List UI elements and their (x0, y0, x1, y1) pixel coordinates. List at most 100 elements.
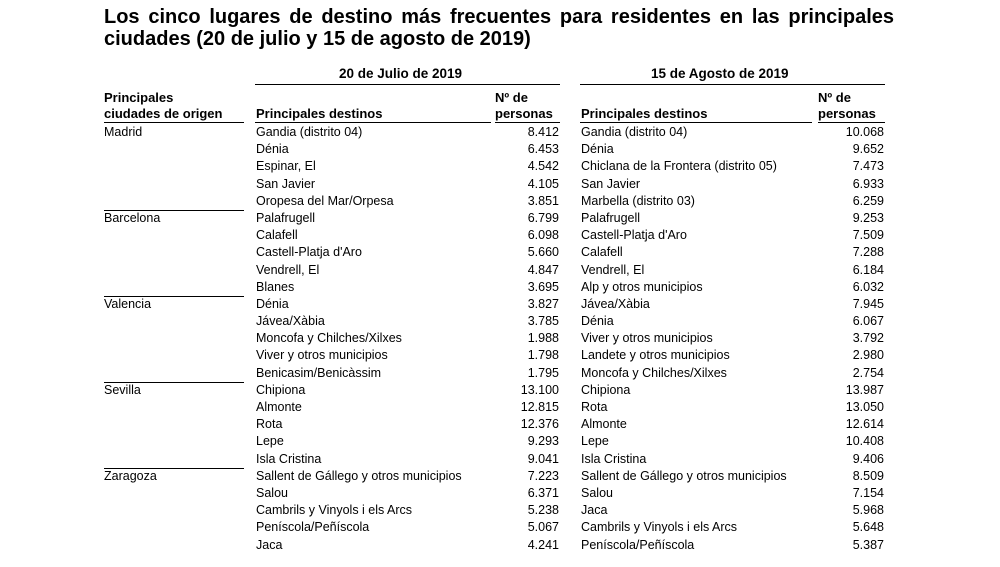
num-header-rule-july (495, 122, 560, 123)
table-row: Jávea/Xàbia 3.785 Dénia 6.067 (0, 313, 1000, 330)
table-row: Castell-Platja d'Aro 5.660 Calafell 7.288 (0, 244, 1000, 261)
table-row: Vendrell, El 4.847 Vendrell, El 6.184 (0, 262, 1000, 279)
destination-july: Calafell (256, 228, 298, 243)
persons-july: 3.695 (527, 279, 559, 294)
destination-july: Lepe (256, 434, 284, 449)
dest-header-rule-july (255, 122, 491, 123)
destination-july: Peníscola/Peñíscola (256, 520, 370, 535)
destination-july: Moncofa y Chilches/Xilxes (256, 331, 402, 346)
persons-july: 6.453 (527, 142, 559, 157)
destination-august: Marbella (distrito 03) (581, 193, 695, 208)
destination-august: Landete y otros municipios (581, 348, 730, 363)
persons-august: 3.792 (852, 331, 884, 346)
destination-july: San Javier (256, 176, 316, 191)
persons-july: 8.412 (527, 125, 559, 139)
persons-august: 6.259 (852, 193, 884, 208)
destination-july: Jávea/Xàbia (256, 314, 325, 329)
table-row: San Javier 4.105 San Javier 6.933 (0, 176, 1000, 193)
destination-august: Dénia (581, 142, 614, 157)
persons-july: 4.241 (527, 537, 559, 552)
persons-july: 1.798 (527, 348, 559, 363)
persons-july: 13.100 (520, 382, 559, 397)
destination-august: Chipiona (581, 382, 631, 397)
num-header-rule-august (818, 122, 885, 123)
destination-august: Jaca (581, 503, 608, 518)
origin-city: Valencia (104, 296, 152, 311)
persons-july: 4.847 (527, 262, 559, 277)
persons-july: 12.376 (520, 417, 559, 432)
table-row: Oropesa del Mar/Orpesa 3.851 Marbella (dis… (0, 193, 1000, 210)
origin-city: Zaragoza (104, 468, 157, 483)
table-row: Moncofa y Chilches/Xilxes 1.988 Viver y ot… (0, 330, 1000, 347)
table-row: Cambrils y Vinyols i els Arcs 5.238 Jaca 5.… (0, 502, 1000, 519)
persons-august: 9.652 (852, 142, 884, 157)
persons-august: 6.933 (852, 176, 884, 191)
persons-july: 12.815 (520, 400, 559, 414)
date-rule-august (580, 84, 885, 85)
destination-august: Jávea/Xàbia (581, 296, 650, 311)
destination-july: Sallent de Gállego y otros municipios (256, 468, 462, 483)
destination-july: Jaca (256, 537, 283, 552)
destination-july: Salou (256, 485, 288, 500)
origin-header-rule (104, 122, 244, 123)
table-row: Calafell 6.098 Castell-Platja d'Aro 7.509 (0, 227, 1000, 244)
persons-august: 13.987 (845, 382, 884, 397)
persons-august: 2.980 (852, 348, 884, 363)
persons-july: 9.293 (527, 434, 559, 449)
destination-july: Vendrell, El (256, 262, 320, 277)
num-header-july-line1: Nº de (495, 90, 528, 105)
persons-july: 5.067 (527, 520, 559, 535)
persons-july: 1.988 (527, 331, 559, 346)
persons-july: 4.542 (527, 159, 559, 174)
table-row: Zaragoza Sallent de Gállego y otros munic… (0, 467, 1000, 485)
date-rule-july (255, 84, 560, 85)
persons-july: 3.827 (527, 296, 559, 311)
destination-august: Castell-Platja d'Aro (581, 228, 687, 243)
destinations-table: Madrid Gandia (distrito 04) 8.412 Gandia (d… (0, 124, 1000, 554)
persons-august: 5.648 (852, 520, 884, 535)
dest-header-july: Principales destinos (256, 106, 383, 121)
persons-august: 7.509 (852, 228, 884, 243)
destination-august: Palafrugell (581, 210, 641, 225)
persons-july: 6.098 (527, 228, 559, 243)
destination-july: Viver y otros municipios (256, 348, 388, 363)
persons-august: 10.068 (845, 125, 884, 139)
persons-august: 13.050 (845, 400, 884, 414)
num-header-july: Nº de personas (495, 90, 553, 122)
origin-header-line2: ciudades de origen (104, 106, 223, 121)
date-header-july: 20 de Julio de 2019 (339, 66, 463, 81)
destination-july: Almonte (256, 400, 302, 414)
destination-august: Chiclana de la Frontera (distrito 05) (581, 159, 777, 174)
destination-july: Isla Cristina (256, 451, 322, 466)
destination-august: Isla Cristina (581, 451, 647, 466)
destination-august: Cambrils y Vinyols i els Arcs (581, 520, 738, 535)
persons-july: 6.799 (527, 210, 559, 225)
origin-city: Sevilla (104, 382, 141, 397)
persons-august: 8.509 (852, 468, 884, 483)
persons-july: 6.371 (527, 485, 559, 500)
table-row: Peníscola/Peñíscola 5.067 Cambrils y Vinyo… (0, 519, 1000, 536)
persons-august: 9.406 (852, 451, 884, 466)
table-row: Viver y otros municipios 1.798 Landete y o… (0, 347, 1000, 364)
origin-header: Principales ciudades de origen (104, 90, 222, 122)
destination-august: Vendrell, El (581, 262, 645, 277)
destination-july: Chipiona (256, 382, 306, 397)
persons-july: 4.105 (527, 176, 559, 191)
table-row: Rota 12.376 Almonte 12.614 (0, 416, 1000, 433)
destination-august: Calafell (581, 245, 623, 260)
num-header-august-line2: personas (818, 106, 876, 121)
destination-july: Cambrils y Vinyols i els Arcs (256, 503, 413, 518)
persons-august: 7.473 (852, 159, 884, 174)
table-row: Jaca 4.241 Peníscola/Peñíscola 5.387 (0, 537, 1000, 554)
table-row: Espinar, El 4.542 Chiclana de la Frontera … (0, 158, 1000, 175)
persons-july: 3.785 (527, 314, 559, 329)
persons-july: 1.795 (527, 365, 559, 380)
destination-july: Benicasim/Benicàssim (256, 365, 382, 380)
persons-august: 6.184 (852, 262, 884, 277)
destination-august: Viver y otros municipios (581, 331, 713, 346)
persons-august: 6.032 (852, 279, 884, 294)
page-title: Los cinco lugares de destino más frecuen… (104, 6, 894, 50)
destination-july: Castell-Platja d'Aro (256, 245, 362, 260)
destination-august: Lepe (581, 434, 609, 449)
table-row: Blanes 3.695 Alp y otros municipios 6.032 (0, 279, 1000, 296)
